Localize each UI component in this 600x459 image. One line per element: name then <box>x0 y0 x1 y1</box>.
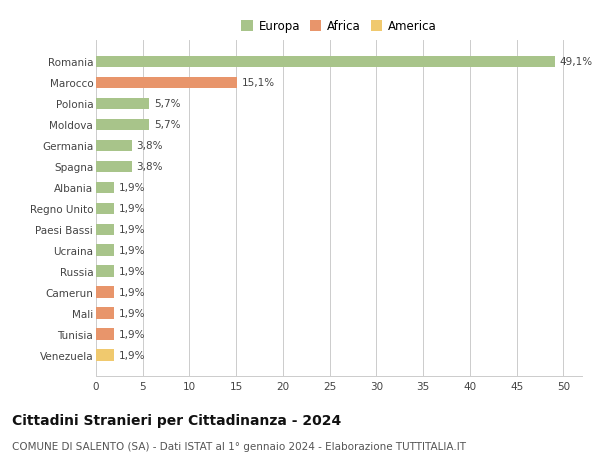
Text: 1,9%: 1,9% <box>118 246 145 256</box>
Text: 1,9%: 1,9% <box>118 204 145 214</box>
Bar <box>96 98 149 110</box>
Text: Cittadini Stranieri per Cittadinanza - 2024: Cittadini Stranieri per Cittadinanza - 2… <box>12 413 341 427</box>
Bar <box>96 245 114 257</box>
Bar <box>96 287 114 298</box>
Text: 1,9%: 1,9% <box>118 330 145 340</box>
Text: 1,9%: 1,9% <box>118 267 145 277</box>
Text: 3,8%: 3,8% <box>136 141 163 151</box>
Text: 1,9%: 1,9% <box>118 308 145 319</box>
Legend: Europa, Africa, America: Europa, Africa, America <box>241 20 437 34</box>
Text: 3,8%: 3,8% <box>136 162 163 172</box>
Text: 1,9%: 1,9% <box>118 225 145 235</box>
Text: 1,9%: 1,9% <box>118 350 145 360</box>
Bar <box>96 224 114 235</box>
Bar <box>96 329 114 340</box>
Bar <box>96 161 131 173</box>
Text: 1,9%: 1,9% <box>118 288 145 297</box>
Text: 1,9%: 1,9% <box>118 183 145 193</box>
Text: 49,1%: 49,1% <box>560 57 593 67</box>
Bar <box>96 203 114 215</box>
Bar <box>96 182 114 194</box>
Bar <box>96 119 149 131</box>
Bar <box>96 56 555 68</box>
Bar <box>96 266 114 277</box>
Bar <box>96 140 131 152</box>
Text: 5,7%: 5,7% <box>154 120 181 130</box>
Bar <box>96 308 114 319</box>
Bar <box>96 78 237 89</box>
Text: 5,7%: 5,7% <box>154 99 181 109</box>
Text: COMUNE DI SALENTO (SA) - Dati ISTAT al 1° gennaio 2024 - Elaborazione TUTTITALIA: COMUNE DI SALENTO (SA) - Dati ISTAT al 1… <box>12 441 466 451</box>
Text: 15,1%: 15,1% <box>242 78 275 88</box>
Bar <box>96 350 114 361</box>
